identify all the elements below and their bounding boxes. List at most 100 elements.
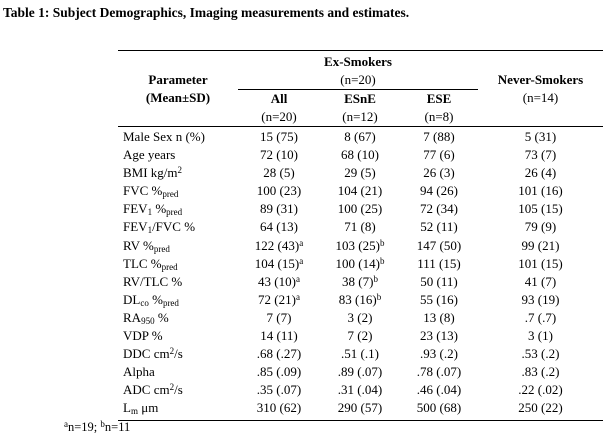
value-cell: .89 (.07) xyxy=(337,364,383,380)
value-cell: 101 (15) xyxy=(518,255,563,271)
value-cell: 5 (31) xyxy=(524,129,557,144)
value-cell: .46 (.04) xyxy=(416,382,462,398)
param-label: FVC %pred xyxy=(123,183,179,200)
value-cell: 77 (6) xyxy=(423,147,455,163)
table-row: Lm μm 310 (62) 290 (57) 500 (68) 250 (22) xyxy=(118,399,603,417)
value-cell: 55 (16) xyxy=(420,291,458,307)
value-cell: .53 (.2) xyxy=(521,346,560,362)
value-cell: 38 (7)b xyxy=(342,273,378,289)
value-cell: 7 (2) xyxy=(347,328,373,344)
value-cell: .85 (.09) xyxy=(256,364,302,380)
value-cell: 26 (4) xyxy=(524,165,557,181)
param-label: RV %pred xyxy=(123,237,170,254)
group-label: Ex-Smokers xyxy=(324,54,392,69)
param-label: FEV1 %pred xyxy=(123,201,183,218)
table-row: RV/TLC % 43 (10)a 38 (7)b 50 (11) 41 (7) xyxy=(118,273,603,291)
value-cell: 94 (26) xyxy=(420,183,458,199)
table-row: VDP % 14 (11) 7 (2) 23 (13) 3 (1) xyxy=(118,327,603,345)
table-row: Male Sex n (%) 15 (75) 8 (67) 7 (88) 5 (31) xyxy=(118,128,603,146)
table-header: Parameter (Mean±SD) Ex-Smokers (n=20) Al… xyxy=(118,51,603,127)
table-row: DLco %pred 72 (21)a 83 (16)b 55 (16) 93 (19) xyxy=(118,291,603,309)
value-cell: .78 (.07) xyxy=(416,364,462,380)
value-cell: 104 (15)a xyxy=(254,255,304,271)
value-cell: 29 (5) xyxy=(344,165,376,181)
value-cell: 290 (57) xyxy=(337,400,383,416)
value-cell: 64 (13) xyxy=(260,219,298,235)
never-n: (n=14) xyxy=(522,90,559,105)
value-cell: .68 (.27) xyxy=(256,346,302,362)
value-cell: 79 (9) xyxy=(524,219,557,235)
param-label: Male Sex n (%) xyxy=(123,129,205,144)
param-label: DLco %pred xyxy=(123,291,179,308)
value-cell: 14 (11) xyxy=(260,328,298,344)
value-cell: .83 (.2) xyxy=(521,364,560,380)
value-cell: 8 (67) xyxy=(344,129,376,144)
value-cell: 26 (3) xyxy=(423,165,455,181)
value-cell: 100 (25) xyxy=(337,201,383,217)
param-header-line1: Parameter xyxy=(148,72,208,87)
subgroup-headers: All (n=20) ESnE (n=12) ESE (n=8) xyxy=(238,90,478,126)
column-label: ESnE xyxy=(344,91,376,106)
value-cell: 310 (62) xyxy=(256,400,302,416)
demographics-table: Parameter (Mean±SD) Ex-Smokers (n=20) Al… xyxy=(118,50,603,421)
table-row: Age years 72 (10) 68 (10) 77 (6) 73 (7) xyxy=(118,146,603,164)
never-smokers-column-header: Never-Smokers (n=14) xyxy=(478,53,603,126)
group-n: (n=20) xyxy=(238,71,478,90)
column-header-all: All (n=20) xyxy=(238,90,320,126)
value-cell: 73 (7) xyxy=(524,147,557,163)
table-footnote: an=19; bn=11 xyxy=(64,419,131,435)
value-cell: 3 (2) xyxy=(347,309,373,325)
value-cell: 111 (15) xyxy=(417,255,461,271)
table-row: BMI kg/m2 28 (5) 29 (5) 26 (3) 26 (4) xyxy=(118,164,603,182)
value-cell: 99 (21) xyxy=(521,237,560,253)
value-cell: 52 (11) xyxy=(420,219,458,235)
value-cell: .51 (.1) xyxy=(341,346,379,362)
never-label: Never-Smokers xyxy=(497,72,584,87)
table-row: TLC %pred 104 (15)a 100 (14)b 111 (15) 101 (… xyxy=(118,255,603,273)
value-cell: 103 (25)b xyxy=(335,237,385,253)
table-row: Alpha .85 (.09) .89 (.07) .78 (.07) .83 (.2) xyxy=(118,363,603,381)
table-row: DDC cm2/s .68 (.27) .51 (.1) .93 (.2) .53 (.… xyxy=(118,345,603,363)
value-cell: 93 (19) xyxy=(521,291,560,307)
param-column-header: Parameter (Mean±SD) xyxy=(118,53,238,126)
value-cell: 250 (22) xyxy=(518,400,563,416)
value-cell: .7 (.7) xyxy=(524,309,557,325)
value-cell: 43 (10)a xyxy=(258,273,300,289)
value-cell: .93 (.2) xyxy=(420,346,458,362)
value-cell: 500 (68) xyxy=(416,400,462,416)
value-cell: 105 (15) xyxy=(518,201,563,217)
value-cell: 3 (1) xyxy=(528,328,553,344)
param-label: VDP % xyxy=(123,328,163,344)
param-label: Lm μm xyxy=(123,400,159,417)
param-label: RA950 % xyxy=(123,309,169,326)
param-label: FEV1/FVC % xyxy=(123,219,196,236)
value-cell: 101 (16) xyxy=(518,183,563,199)
value-cell: 100 (23) xyxy=(256,183,302,199)
column-header-ese: ESE (n=8) xyxy=(400,90,478,126)
value-cell: .31 (.04) xyxy=(337,382,383,398)
column-n: (n=12) xyxy=(342,109,378,124)
param-label: Age years xyxy=(123,147,176,163)
param-label: BMI kg/m2 xyxy=(123,165,183,181)
param-label: RV/TLC % xyxy=(123,273,183,289)
table-row: RA950 % 7 (7) 3 (2) 13 (8) .7 (.7) xyxy=(118,309,603,327)
table-caption: Table 1: Subject Demographics, Imaging m… xyxy=(3,5,410,20)
column-n: (n=8) xyxy=(424,109,454,124)
table-row: FEV1 %pred 89 (31) 100 (25) 72 (34) 105 (15) xyxy=(118,200,603,218)
table-row: RV %pred 122 (43)a 103 (25)b 147 (50) 99 (21… xyxy=(118,237,603,255)
ex-smokers-group-header: Ex-Smokers (n=20) All (n=20) ESnE (n=12)… xyxy=(238,53,478,126)
value-cell: 50 (11) xyxy=(420,273,458,289)
value-cell: .22 (.02) xyxy=(518,382,563,398)
table-body: Male Sex n (%) 15 (75) 8 (67) 7 (88) 5 (31) A… xyxy=(118,127,603,421)
value-cell: 83 (16)b xyxy=(338,291,382,307)
value-cell: 122 (43)a xyxy=(254,237,304,253)
value-cell: 23 (13) xyxy=(420,328,458,344)
column-label: All xyxy=(270,91,288,106)
value-cell: 72 (10) xyxy=(260,147,298,163)
value-cell: .35 (.07) xyxy=(256,382,302,398)
table-row: ADC cm2/s .35 (.07) .31 (.04) .46 (.04) .22 … xyxy=(118,381,603,399)
value-cell: 71 (8) xyxy=(344,219,376,235)
column-label: ESE xyxy=(426,91,452,106)
value-cell: 100 (14)b xyxy=(335,255,385,271)
param-label: TLC %pred xyxy=(123,255,178,272)
